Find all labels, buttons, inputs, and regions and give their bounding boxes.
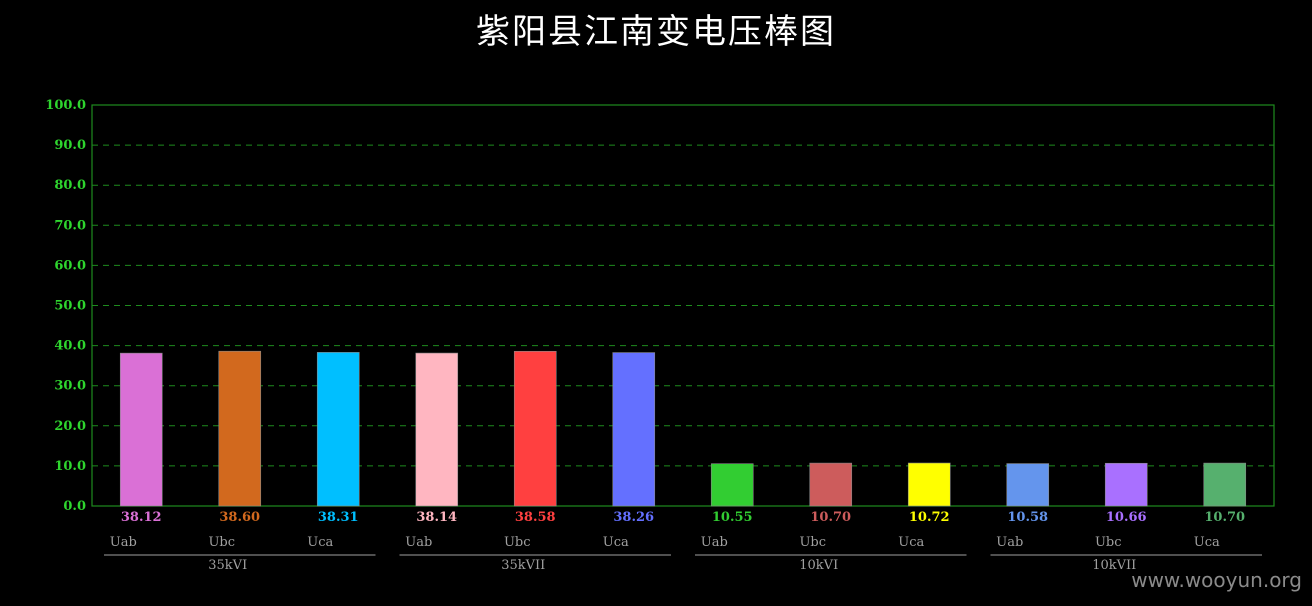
y-tick-label: 10.0 — [54, 459, 86, 474]
category-label: Uca — [898, 535, 924, 550]
bar-value-label: 38.60 — [219, 510, 260, 525]
category-label: Uca — [307, 535, 333, 550]
group-label: 35kVI — [208, 558, 247, 573]
bar — [218, 350, 262, 507]
bar-value-label: 38.58 — [515, 510, 556, 525]
bar — [1104, 462, 1148, 507]
category-label: Ubc — [504, 535, 531, 550]
bar — [809, 462, 853, 507]
category-label: Uab — [405, 535, 432, 550]
bar-value-label: 10.58 — [1007, 510, 1048, 525]
y-tick-label: 60.0 — [54, 258, 86, 273]
bar — [612, 352, 656, 507]
y-tick-label: 100.0 — [45, 98, 86, 113]
y-tick-label: 0.0 — [63, 499, 86, 514]
bar-value-label: 10.70 — [810, 510, 851, 525]
bar — [1203, 462, 1247, 507]
category-label: Uab — [701, 535, 728, 550]
group-label: 35kVII — [501, 558, 545, 573]
bar-value-label: 10.55 — [712, 510, 753, 525]
watermark: www.wooyun.org — [1131, 568, 1302, 592]
category-label: Ubc — [799, 535, 826, 550]
bar — [316, 352, 360, 507]
bar-value-label: 10.66 — [1106, 510, 1147, 525]
bar-value-label: 38.26 — [613, 510, 654, 525]
y-tick-label: 70.0 — [54, 218, 86, 233]
bar — [415, 352, 459, 507]
group-label: 10kVII — [1092, 558, 1136, 573]
category-label: Uca — [1194, 535, 1220, 550]
group-label: 10kVI — [799, 558, 838, 573]
y-tick-label: 30.0 — [54, 379, 86, 394]
category-label: Ubc — [1095, 535, 1122, 550]
y-tick-label: 90.0 — [54, 138, 86, 153]
category-label: Ubc — [208, 535, 235, 550]
chart-title: 紫阳县江南变电压棒图 — [476, 12, 836, 52]
bar-value-label: 10.72 — [909, 510, 950, 525]
y-tick-label: 50.0 — [54, 299, 86, 314]
bar-value-label: 38.31 — [318, 510, 359, 525]
bar — [907, 462, 951, 507]
category-label: Uab — [110, 535, 137, 550]
bar-value-label: 10.70 — [1204, 510, 1245, 525]
y-tick-label: 40.0 — [54, 339, 86, 354]
bar — [1006, 463, 1050, 507]
bar-value-label: 38.12 — [121, 510, 162, 525]
category-label: Uab — [996, 535, 1023, 550]
bar — [119, 352, 163, 507]
bar-value-label: 38.14 — [416, 510, 457, 525]
y-tick-label: 80.0 — [54, 178, 86, 193]
bar — [710, 463, 754, 507]
category-label: Uca — [603, 535, 629, 550]
y-tick-label: 20.0 — [54, 419, 86, 434]
bar — [513, 350, 557, 507]
